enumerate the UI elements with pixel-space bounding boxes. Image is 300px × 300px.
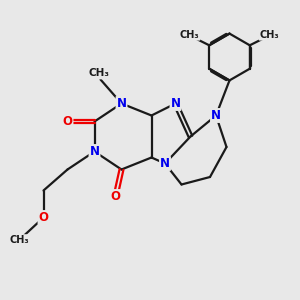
Text: O: O [38,211,49,224]
Text: N: N [160,157,170,170]
Text: CH₃: CH₃ [260,30,279,40]
Text: O: O [110,190,121,203]
Text: N: N [170,97,181,110]
Text: O: O [62,115,73,128]
Text: CH₃: CH₃ [10,235,29,245]
Text: N: N [116,97,127,110]
Text: N: N [211,109,221,122]
Text: N: N [89,145,100,158]
Text: CH₃: CH₃ [88,68,110,79]
Text: CH₃: CH₃ [180,30,200,40]
